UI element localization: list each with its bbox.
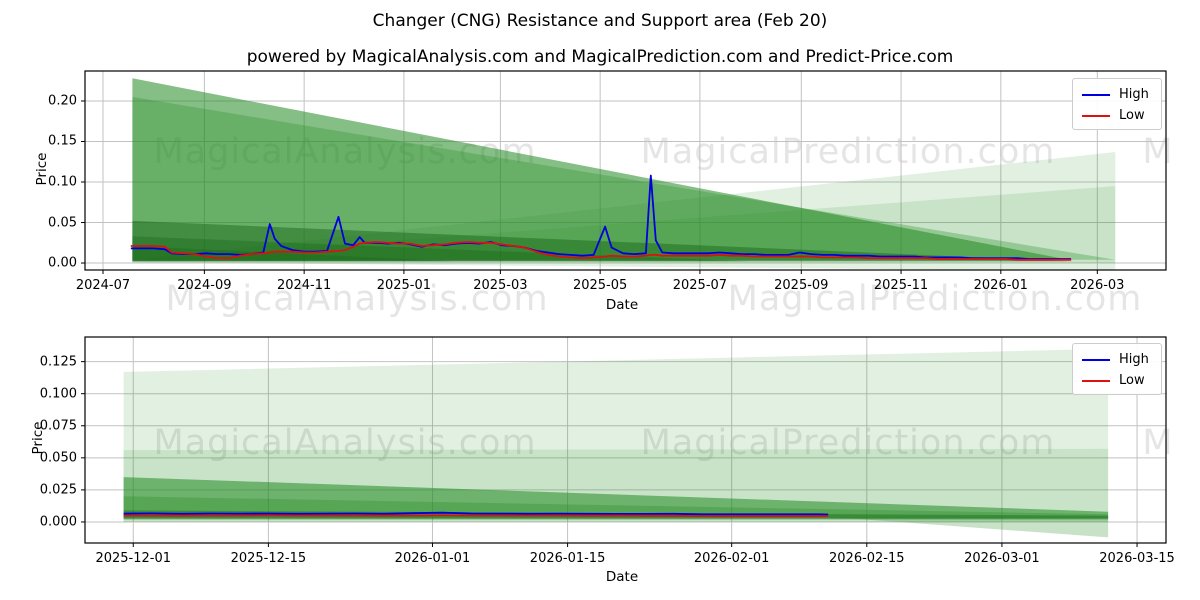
area-support-band-2 bbox=[132, 236, 751, 262]
area-resistance-wedge bbox=[123, 477, 1109, 519]
legend-item-high: High bbox=[1073, 349, 1161, 370]
area-resistance-wedge-1 bbox=[132, 78, 1073, 261]
x-tick-label: 2026-03 bbox=[1070, 278, 1125, 293]
x-tick-label: 2025-12-15 bbox=[230, 551, 307, 566]
high-line bbox=[130, 174, 1072, 260]
x-tick-label: 2025-12-01 bbox=[95, 551, 172, 566]
x-tick-label: 2025-03 bbox=[473, 278, 528, 293]
x-tick-label: 2025-09 bbox=[774, 278, 829, 293]
legend-item-high: High bbox=[1073, 84, 1161, 105]
area-support-band-1 bbox=[132, 220, 1073, 262]
y-tick-label: 0.050 bbox=[39, 450, 77, 466]
legend-item-low: Low bbox=[1073, 370, 1161, 391]
legend-label-low: Low bbox=[1119, 373, 1145, 388]
y-tick-label: 0.000 bbox=[39, 514, 77, 530]
plot-area bbox=[85, 337, 1166, 543]
y-tick-label: 0.00 bbox=[48, 255, 77, 271]
x-tick-label: 2025-05 bbox=[572, 278, 628, 293]
x-tick-label: 2026-03-15 bbox=[1099, 551, 1175, 566]
axes-border bbox=[84, 70, 1167, 271]
y-tick-label: 0.025 bbox=[39, 482, 77, 498]
y-tick-label: 0.10 bbox=[48, 174, 77, 190]
y-tick-label: 0.075 bbox=[39, 418, 77, 434]
top-y-axis-label: Price bbox=[34, 152, 50, 186]
x-tick-label: 2025-07 bbox=[672, 278, 728, 293]
x-tick-label: 2026-01-01 bbox=[394, 551, 471, 566]
y-tick-label: 0.125 bbox=[39, 354, 77, 370]
high-line-swatch bbox=[1082, 93, 1110, 96]
x-tick-label: 2024-07 bbox=[75, 278, 131, 293]
plot-area bbox=[85, 71, 1166, 270]
bottom-y-axis-label: Price bbox=[30, 421, 46, 455]
x-tick-label: 2026-02-01 bbox=[693, 551, 770, 566]
axes-border bbox=[84, 336, 1167, 544]
top-x-axis-label: Date bbox=[605, 297, 639, 313]
legend-label-low: Low bbox=[1119, 108, 1145, 123]
area-tail-fan bbox=[828, 516, 1109, 538]
area-forecast-fan-light bbox=[123, 348, 1109, 522]
x-tick-label: 2024-09 bbox=[177, 278, 232, 293]
low-line bbox=[130, 241, 1072, 261]
chart-subtitle: powered by MagicalAnalysis.com and Magic… bbox=[246, 47, 954, 67]
x-tick-label: 2026-02-15 bbox=[829, 551, 905, 566]
x-tick-label: 2024-11 bbox=[276, 278, 332, 293]
x-tick-label: 2025-11 bbox=[873, 278, 929, 293]
high-line-swatch bbox=[1082, 358, 1110, 361]
legend-label-high: High bbox=[1119, 87, 1149, 102]
high-line bbox=[123, 511, 829, 516]
x-tick-label: 2026-03-01 bbox=[964, 551, 1040, 566]
low-line-swatch bbox=[1082, 114, 1110, 117]
y-tick-label: 0.05 bbox=[48, 215, 77, 231]
low-line bbox=[123, 514, 829, 518]
low-line-swatch bbox=[1082, 379, 1110, 382]
legend-item-low: Low bbox=[1073, 105, 1161, 126]
bottom-x-axis-label: Date bbox=[605, 569, 639, 585]
x-tick-label: 2026-01 bbox=[973, 278, 1028, 293]
y-tick-label: 0.20 bbox=[48, 93, 77, 109]
chart-title: Changer (CNG) Resistance and Support are… bbox=[372, 11, 828, 31]
x-tick-label: 2026-01-15 bbox=[529, 551, 606, 566]
bottom-legend: High Low bbox=[1072, 343, 1162, 395]
y-tick-label: 0.100 bbox=[39, 386, 77, 402]
top-legend: High Low bbox=[1072, 78, 1162, 130]
legend-label-high: High bbox=[1119, 352, 1149, 367]
x-tick-label: 2025-01 bbox=[376, 278, 432, 293]
y-tick-label: 0.15 bbox=[48, 133, 77, 149]
